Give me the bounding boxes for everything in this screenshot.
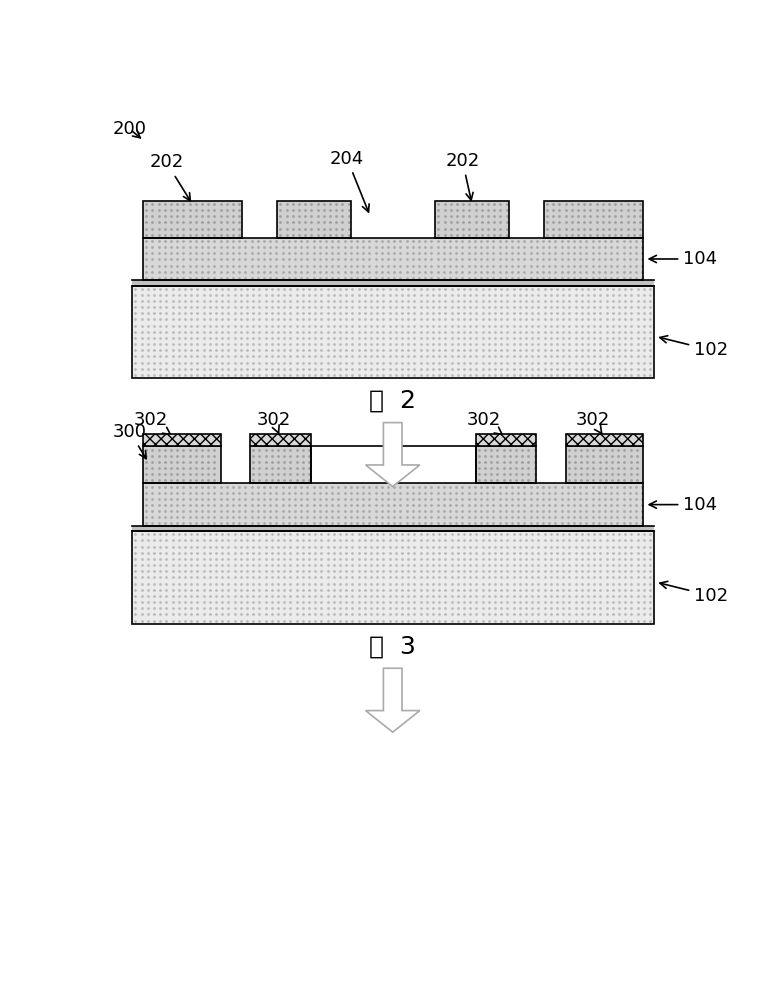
Text: 302: 302	[256, 411, 291, 435]
Bar	[143, 446, 221, 483]
Text: 204: 204	[330, 149, 369, 212]
Bar	[544, 201, 643, 238]
Bar	[250, 446, 311, 483]
Bar	[143, 201, 242, 238]
Text: 202: 202	[446, 152, 479, 200]
Text: 图  2: 图 2	[369, 389, 416, 413]
Bar	[476, 446, 536, 483]
Text: 200: 200	[113, 120, 147, 138]
Bar	[476, 434, 536, 446]
Polygon shape	[366, 668, 420, 732]
Bar	[436, 201, 509, 238]
Bar	[565, 434, 643, 446]
Bar	[143, 201, 242, 238]
Bar	[277, 201, 351, 238]
Text: 302: 302	[133, 411, 170, 435]
Bar	[311, 446, 476, 483]
Bar	[143, 238, 643, 280]
Bar	[565, 446, 643, 483]
Bar	[143, 238, 643, 280]
Bar	[544, 201, 643, 238]
Text: 102: 102	[660, 581, 729, 605]
Text: 图  3: 图 3	[369, 635, 416, 659]
Bar	[143, 434, 221, 446]
Text: 302: 302	[466, 411, 502, 434]
Text: 202: 202	[150, 153, 190, 201]
Bar	[565, 446, 643, 483]
Bar	[143, 483, 643, 526]
Text: 104: 104	[649, 250, 717, 268]
Text: 300: 300	[113, 423, 147, 459]
Bar	[132, 286, 654, 378]
Text: 104: 104	[649, 496, 717, 514]
Text: 102: 102	[660, 336, 729, 359]
Text: 302: 302	[575, 411, 610, 434]
Bar	[277, 201, 351, 238]
Bar	[143, 446, 221, 483]
Bar	[132, 531, 654, 624]
Bar	[132, 286, 654, 378]
Bar	[132, 531, 654, 624]
Bar	[132, 280, 654, 286]
Bar	[132, 526, 654, 531]
Polygon shape	[366, 423, 420, 487]
Bar	[476, 446, 536, 483]
Bar	[436, 201, 509, 238]
Bar	[143, 483, 643, 526]
Bar	[250, 446, 311, 483]
Bar	[250, 434, 311, 446]
